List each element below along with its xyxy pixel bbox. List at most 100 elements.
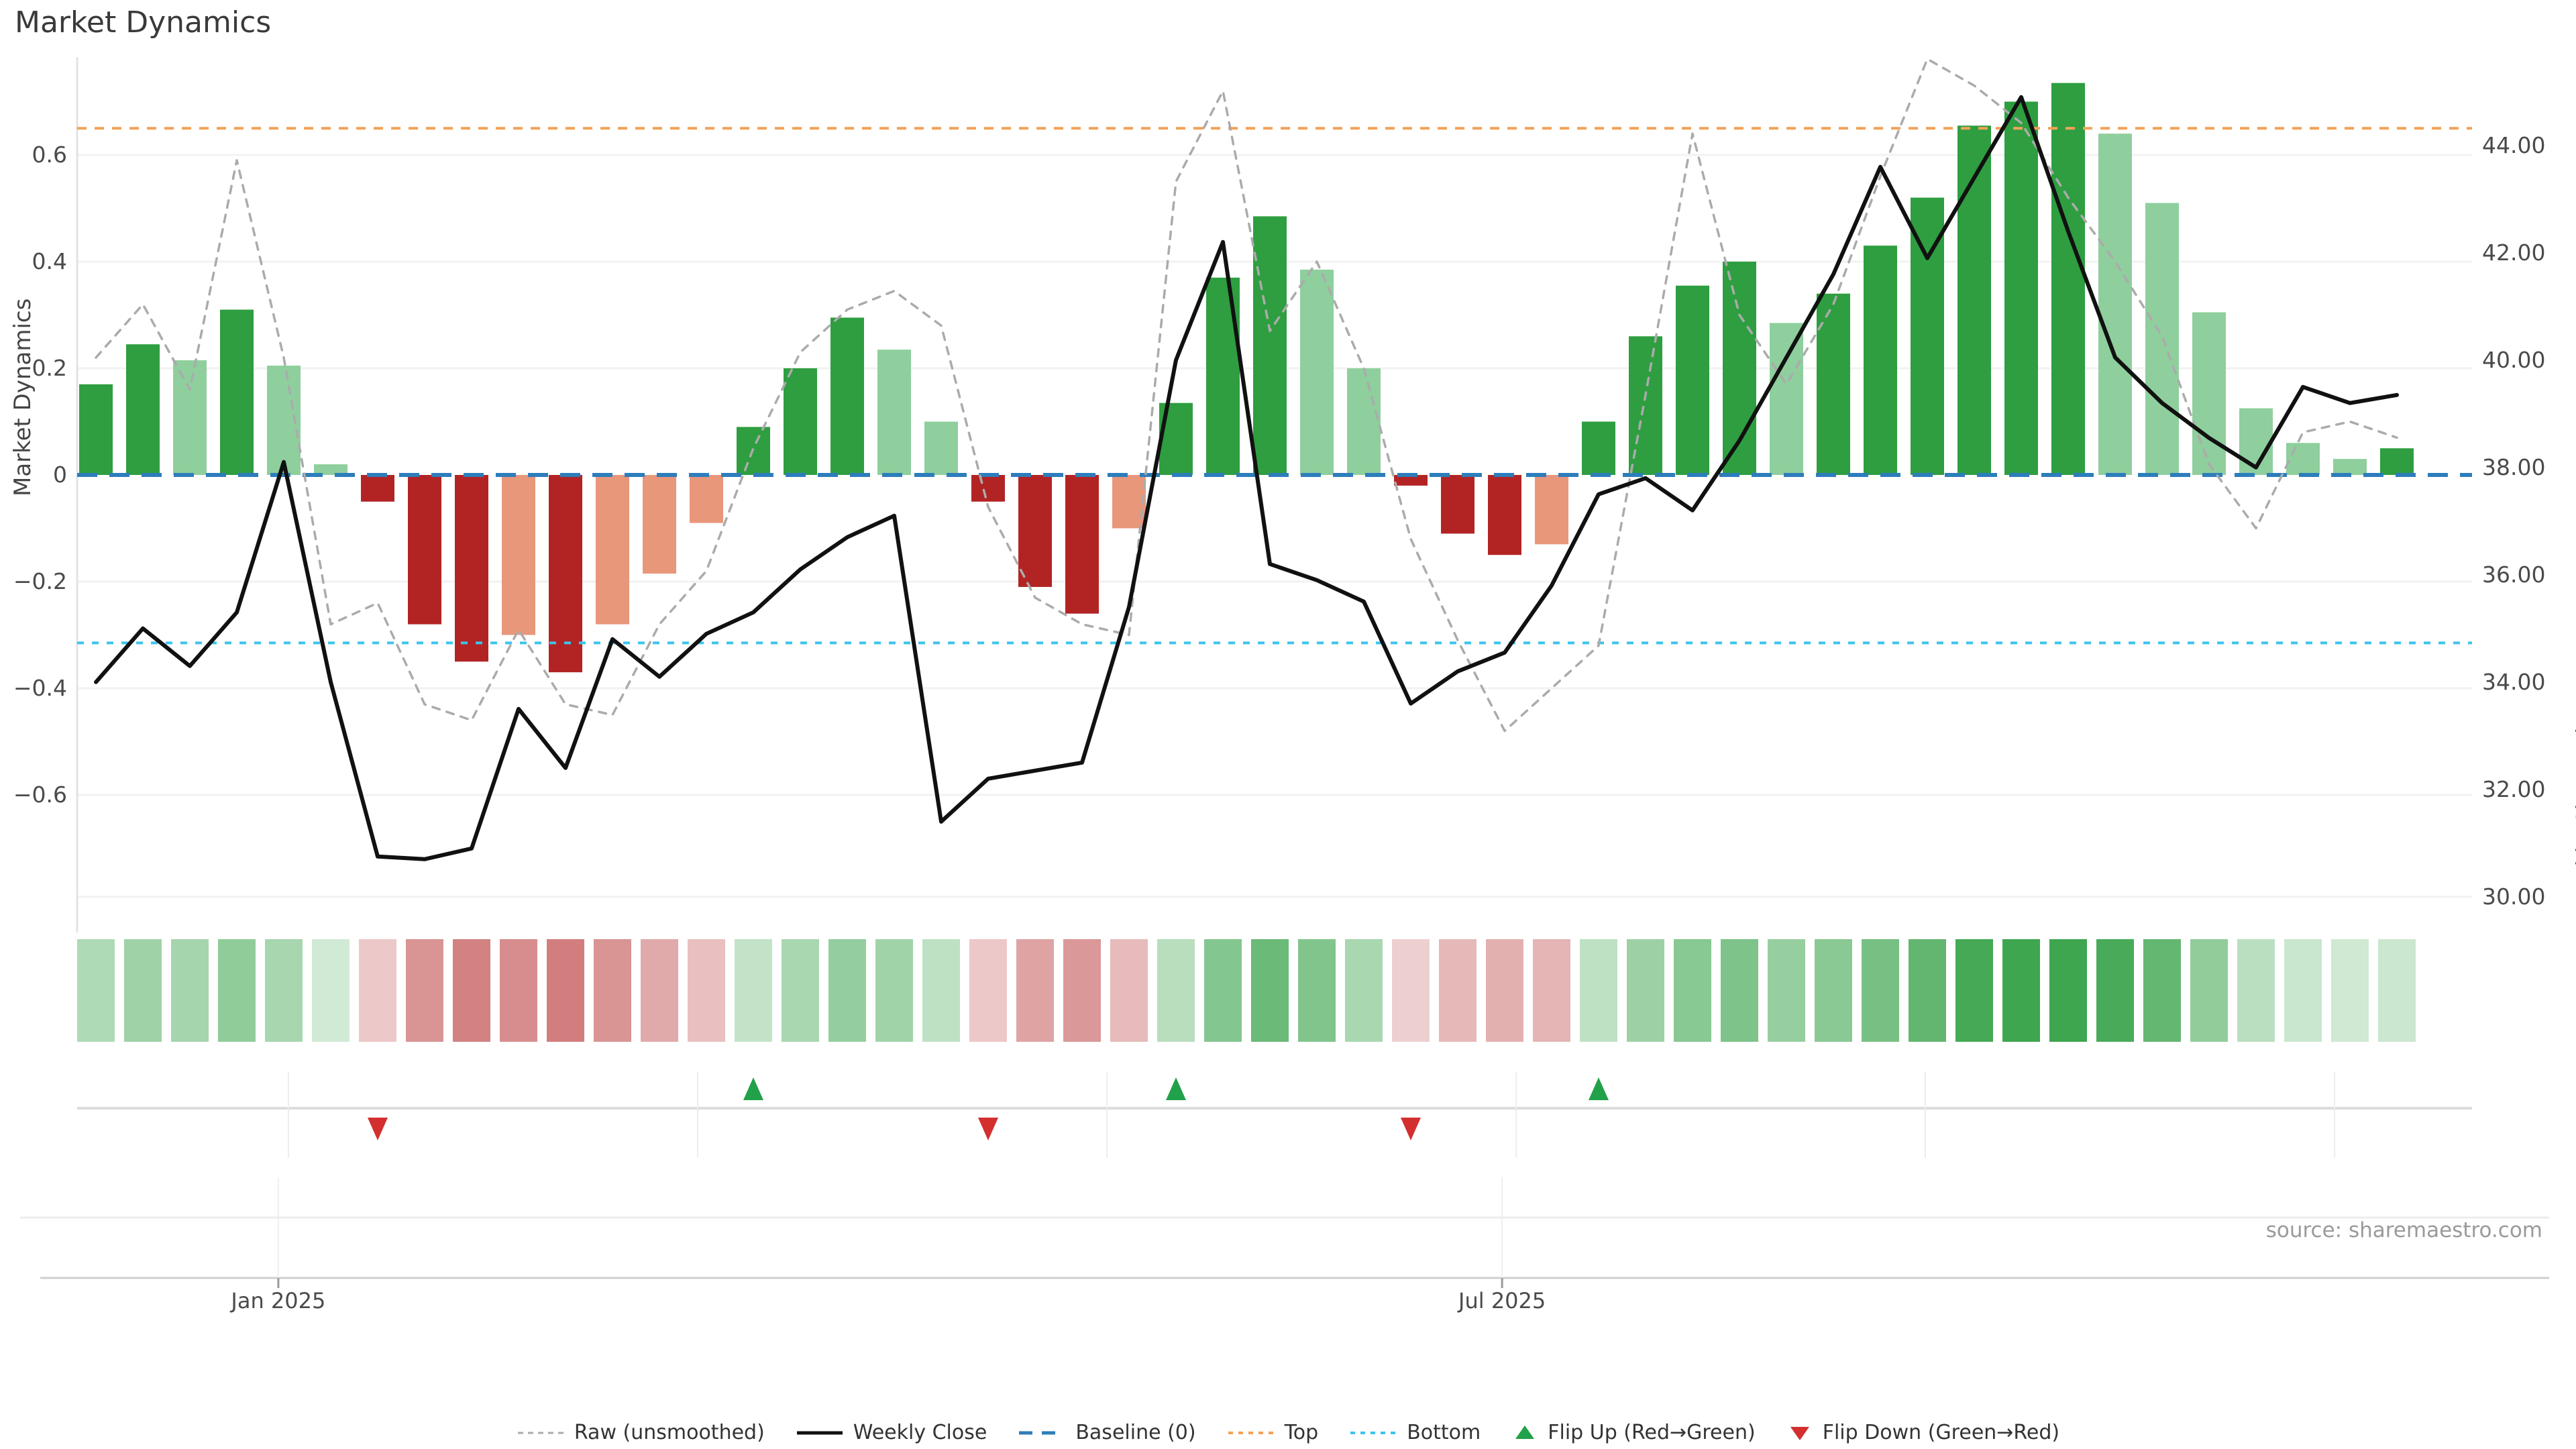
md-bar-week-43 bbox=[2051, 83, 2085, 476]
heatmap-cell-week-34 bbox=[1627, 939, 1664, 1042]
flip-up-marker-icon bbox=[743, 1077, 763, 1100]
legend-item-close: Weekly Close bbox=[796, 1421, 987, 1444]
md-bar-week-37 bbox=[1770, 323, 1803, 475]
heatmap-cell-week-11 bbox=[547, 939, 584, 1042]
heatmap-cell-week-13 bbox=[641, 939, 678, 1042]
heatmap-cell-week-44 bbox=[2096, 939, 2134, 1042]
heatmap-cell-week-43 bbox=[2049, 939, 2087, 1042]
legend-item-bottom: Bottom bbox=[1349, 1421, 1481, 1444]
heatmap-cell-week-20 bbox=[969, 939, 1007, 1042]
heatmap-cell-week-31 bbox=[1486, 939, 1523, 1042]
right-axis-tick-label: 40.00 bbox=[2482, 347, 2545, 373]
heatmap-cell-week-18 bbox=[875, 939, 913, 1042]
md-bar-week-1 bbox=[79, 384, 113, 475]
heatmap-cell-week-4 bbox=[218, 939, 256, 1042]
md-bar-week-50 bbox=[2380, 448, 2414, 475]
md-bar-week-8 bbox=[408, 475, 441, 625]
legend-close-swatch-icon bbox=[796, 1426, 844, 1440]
md-bar-week-39 bbox=[1864, 246, 1897, 475]
heatmap-cell-week-38 bbox=[1815, 939, 1852, 1042]
heatmap-cell-week-21 bbox=[1016, 939, 1054, 1042]
legend-raw-swatch-icon bbox=[517, 1426, 565, 1440]
heatmap-cell-week-42 bbox=[2002, 939, 2040, 1042]
md-bar-week-46 bbox=[2192, 312, 2226, 475]
heatmap-cell-week-25 bbox=[1204, 939, 1242, 1042]
md-bar-week-14 bbox=[690, 475, 723, 523]
heatmap-cell-week-49 bbox=[2331, 939, 2369, 1042]
md-bar-week-25 bbox=[1206, 277, 1240, 475]
legend-item-flipdown: Flip Down (Green→Red) bbox=[1786, 1421, 2059, 1444]
right-axis-tick-label: 36.00 bbox=[2482, 561, 2545, 588]
md-bar-week-21 bbox=[1018, 475, 1052, 587]
md-bar-week-4 bbox=[220, 309, 254, 475]
chart-legend: Raw (unsmoothed) Weekly Close Baseline (0)… bbox=[0, 1421, 2576, 1444]
legend-item-raw: Raw (unsmoothed) bbox=[517, 1421, 765, 1444]
heatmap-cell-week-1 bbox=[77, 939, 115, 1042]
raw-unsmoothed-line bbox=[95, 58, 2398, 733]
md-bar-week-27 bbox=[1300, 269, 1334, 475]
right-axis-tick-label: 38.00 bbox=[2482, 454, 2545, 480]
legend-flipdown-swatch-icon bbox=[1786, 1423, 1813, 1443]
md-bar-week-40 bbox=[1911, 197, 1944, 475]
heatmap-cell-week-17 bbox=[828, 939, 866, 1042]
heatmap-cell-week-33 bbox=[1580, 939, 1617, 1042]
md-bar-week-13 bbox=[643, 475, 676, 574]
left-axis-tick-label: 0.2 bbox=[32, 355, 67, 381]
heatmap-cell-week-24 bbox=[1157, 939, 1195, 1042]
left-axis-tick-label: 0 bbox=[53, 462, 67, 488]
md-bar-week-41 bbox=[1957, 125, 1991, 475]
heatmap-cell-week-27 bbox=[1298, 939, 1336, 1042]
legend-baseline-swatch-icon bbox=[1018, 1426, 1066, 1440]
flip-up-marker-icon bbox=[1166, 1077, 1186, 1100]
legend-label: Raw (unsmoothed) bbox=[574, 1421, 765, 1444]
heatmap-cell-week-40 bbox=[1909, 939, 1946, 1042]
md-bar-week-17 bbox=[830, 317, 864, 475]
left-axis-tick-label: 0.4 bbox=[32, 248, 67, 274]
heatmap-cell-week-19 bbox=[922, 939, 960, 1042]
heatmap-cell-week-22 bbox=[1063, 939, 1101, 1042]
heatmap-cell-week-35 bbox=[1674, 939, 1711, 1042]
md-bar-week-28 bbox=[1347, 368, 1381, 475]
heatmap-cell-week-23 bbox=[1110, 939, 1148, 1042]
md-bar-week-22 bbox=[1065, 475, 1099, 614]
md-bar-week-20 bbox=[971, 475, 1005, 502]
md-bar-week-35 bbox=[1676, 285, 1709, 475]
md-bar-week-18 bbox=[877, 350, 911, 475]
heatmap-cell-week-45 bbox=[2143, 939, 2181, 1042]
md-bar-week-23 bbox=[1112, 475, 1146, 529]
x-tick-label: Jan 2025 bbox=[229, 1288, 325, 1313]
heatmap-cell-week-29 bbox=[1392, 939, 1430, 1042]
heatmap-cell-week-2 bbox=[124, 939, 162, 1042]
source-note: source: sharemaestro.com bbox=[2265, 1218, 2542, 1242]
legend-flipup-swatch-icon bbox=[1511, 1423, 1538, 1443]
md-bar-week-12 bbox=[596, 475, 629, 625]
flip-down-marker-icon bbox=[368, 1118, 388, 1140]
md-bar-week-42 bbox=[2004, 101, 2038, 475]
heatmap-cell-week-46 bbox=[2190, 939, 2228, 1042]
md-bar-week-11 bbox=[549, 475, 582, 673]
heatmap-cell-week-26 bbox=[1251, 939, 1289, 1042]
heatmap-cell-week-6 bbox=[312, 939, 350, 1042]
heatmap-cell-week-39 bbox=[1862, 939, 1899, 1042]
x-tick-label: Jul 2025 bbox=[1457, 1288, 1546, 1313]
heatmap-cell-week-9 bbox=[453, 939, 490, 1042]
md-bar-week-49 bbox=[2333, 459, 2367, 475]
md-bar-week-38 bbox=[1817, 293, 1850, 475]
right-axis-tick-label: 44.00 bbox=[2482, 132, 2545, 158]
page-title: Market Dynamics bbox=[15, 5, 272, 40]
heatmap-cell-week-5 bbox=[265, 939, 303, 1042]
heatmap-cell-week-16 bbox=[782, 939, 819, 1042]
md-bar-week-32 bbox=[1535, 475, 1568, 545]
left-axis-tick-label: −0.2 bbox=[13, 568, 67, 594]
legend-label: Flip Up (Red→Green) bbox=[1548, 1421, 1756, 1444]
heatmap-cell-week-50 bbox=[2378, 939, 2416, 1042]
legend-label: Weekly Close bbox=[853, 1421, 987, 1444]
heatmap-cell-week-7 bbox=[359, 939, 396, 1042]
flip-up-marker-icon bbox=[1589, 1077, 1609, 1100]
legend-top-swatch-icon bbox=[1227, 1426, 1275, 1440]
legend-bottom-swatch-icon bbox=[1349, 1426, 1397, 1440]
flip-down-marker-icon bbox=[1401, 1118, 1421, 1140]
right-axis-tick-label: 30.00 bbox=[2482, 883, 2545, 910]
md-bar-week-2 bbox=[126, 344, 160, 475]
md-bar-week-31 bbox=[1488, 475, 1521, 555]
